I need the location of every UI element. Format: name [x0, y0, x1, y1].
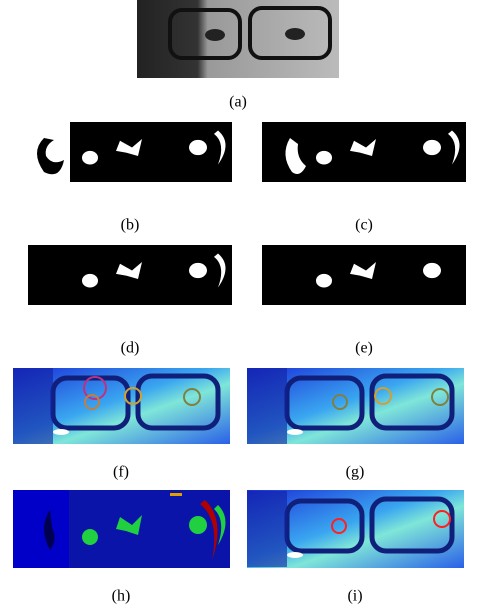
panel-label: (c) — [355, 217, 373, 234]
panel-label: (g) — [346, 464, 365, 481]
panel-label: (d) — [121, 340, 140, 357]
panel-label: (f) — [113, 464, 129, 481]
panel-label: (b) — [121, 217, 140, 234]
panel-f: (f) — [13, 368, 230, 481]
panel-label: (h) — [112, 588, 131, 605]
panel-label: (e) — [355, 340, 373, 357]
panel-label: (a) — [229, 94, 247, 111]
panel-g: (g) — [247, 368, 464, 481]
panel-e: (e) — [262, 245, 466, 357]
panel-h: (h) — [13, 490, 230, 605]
panel-label: (i) — [347, 588, 362, 605]
panel-a: (a) — [137, 0, 339, 111]
panel-d: (d) — [28, 245, 232, 357]
panel-b: (b) — [28, 122, 232, 234]
figure: (a) (b) (c) (d) (e) (f) — [0, 0, 479, 609]
panel-c: (c) — [262, 122, 466, 234]
panel-i: (i) — [247, 490, 464, 605]
